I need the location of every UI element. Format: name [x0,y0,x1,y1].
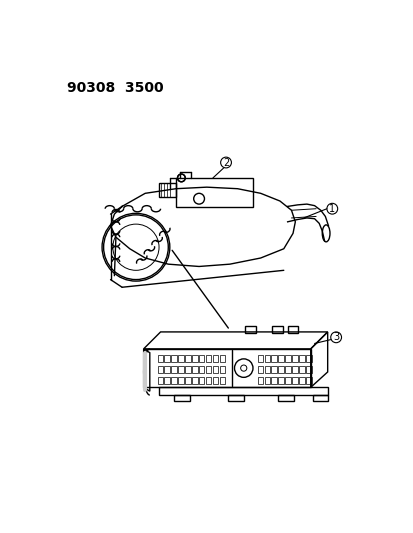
Bar [299,366,304,373]
Bar [199,366,204,373]
Bar [206,355,211,362]
Bar [174,395,190,401]
Bar [278,355,283,362]
Bar [185,377,190,384]
Bar [212,355,218,362]
Bar [157,377,162,384]
Bar [305,366,311,373]
Bar [185,355,190,362]
Bar [244,326,256,334]
Bar [271,355,276,362]
Bar [212,366,218,373]
Bar [178,377,183,384]
Bar [176,178,252,207]
Bar [219,377,225,384]
Bar [185,366,190,373]
Bar [278,395,293,401]
Bar [287,326,298,334]
Bar [164,355,169,362]
Bar [192,377,197,384]
Bar [228,395,243,401]
Bar [206,366,211,373]
Bar [199,355,204,362]
Bar [212,377,218,384]
Bar [192,355,197,362]
Bar [264,366,269,373]
Bar [278,366,283,373]
Bar [292,377,297,384]
Bar [292,355,297,362]
Text: 90308  3500: 90308 3500 [66,81,163,95]
Bar [305,355,311,362]
Bar [178,366,183,373]
Bar [143,349,310,387]
Bar [285,355,290,362]
Bar [164,366,169,373]
Bar [157,366,162,373]
Text: 2: 2 [222,158,229,167]
Bar [171,355,176,362]
Bar [272,326,282,334]
Bar [159,183,176,197]
Bar [257,355,262,362]
Bar [299,355,304,362]
Bar [199,377,204,384]
Bar [292,366,297,373]
Bar [305,377,311,384]
Bar [278,377,283,384]
Bar [164,377,169,384]
Bar [271,366,276,373]
Bar [157,355,162,362]
Bar [299,377,304,384]
Bar [171,377,176,384]
Bar [312,395,328,401]
Bar [257,366,262,373]
Bar [192,366,197,373]
Bar [285,377,290,384]
Text: 3: 3 [332,332,338,342]
Bar [271,377,276,384]
Bar [264,377,269,384]
Bar [206,377,211,384]
Bar [171,366,176,373]
Bar [285,366,290,373]
Bar [178,355,183,362]
Bar [264,355,269,362]
Text: 1: 1 [328,204,335,214]
Bar [257,377,262,384]
Bar [159,387,327,395]
Bar [219,366,225,373]
Bar [219,355,225,362]
